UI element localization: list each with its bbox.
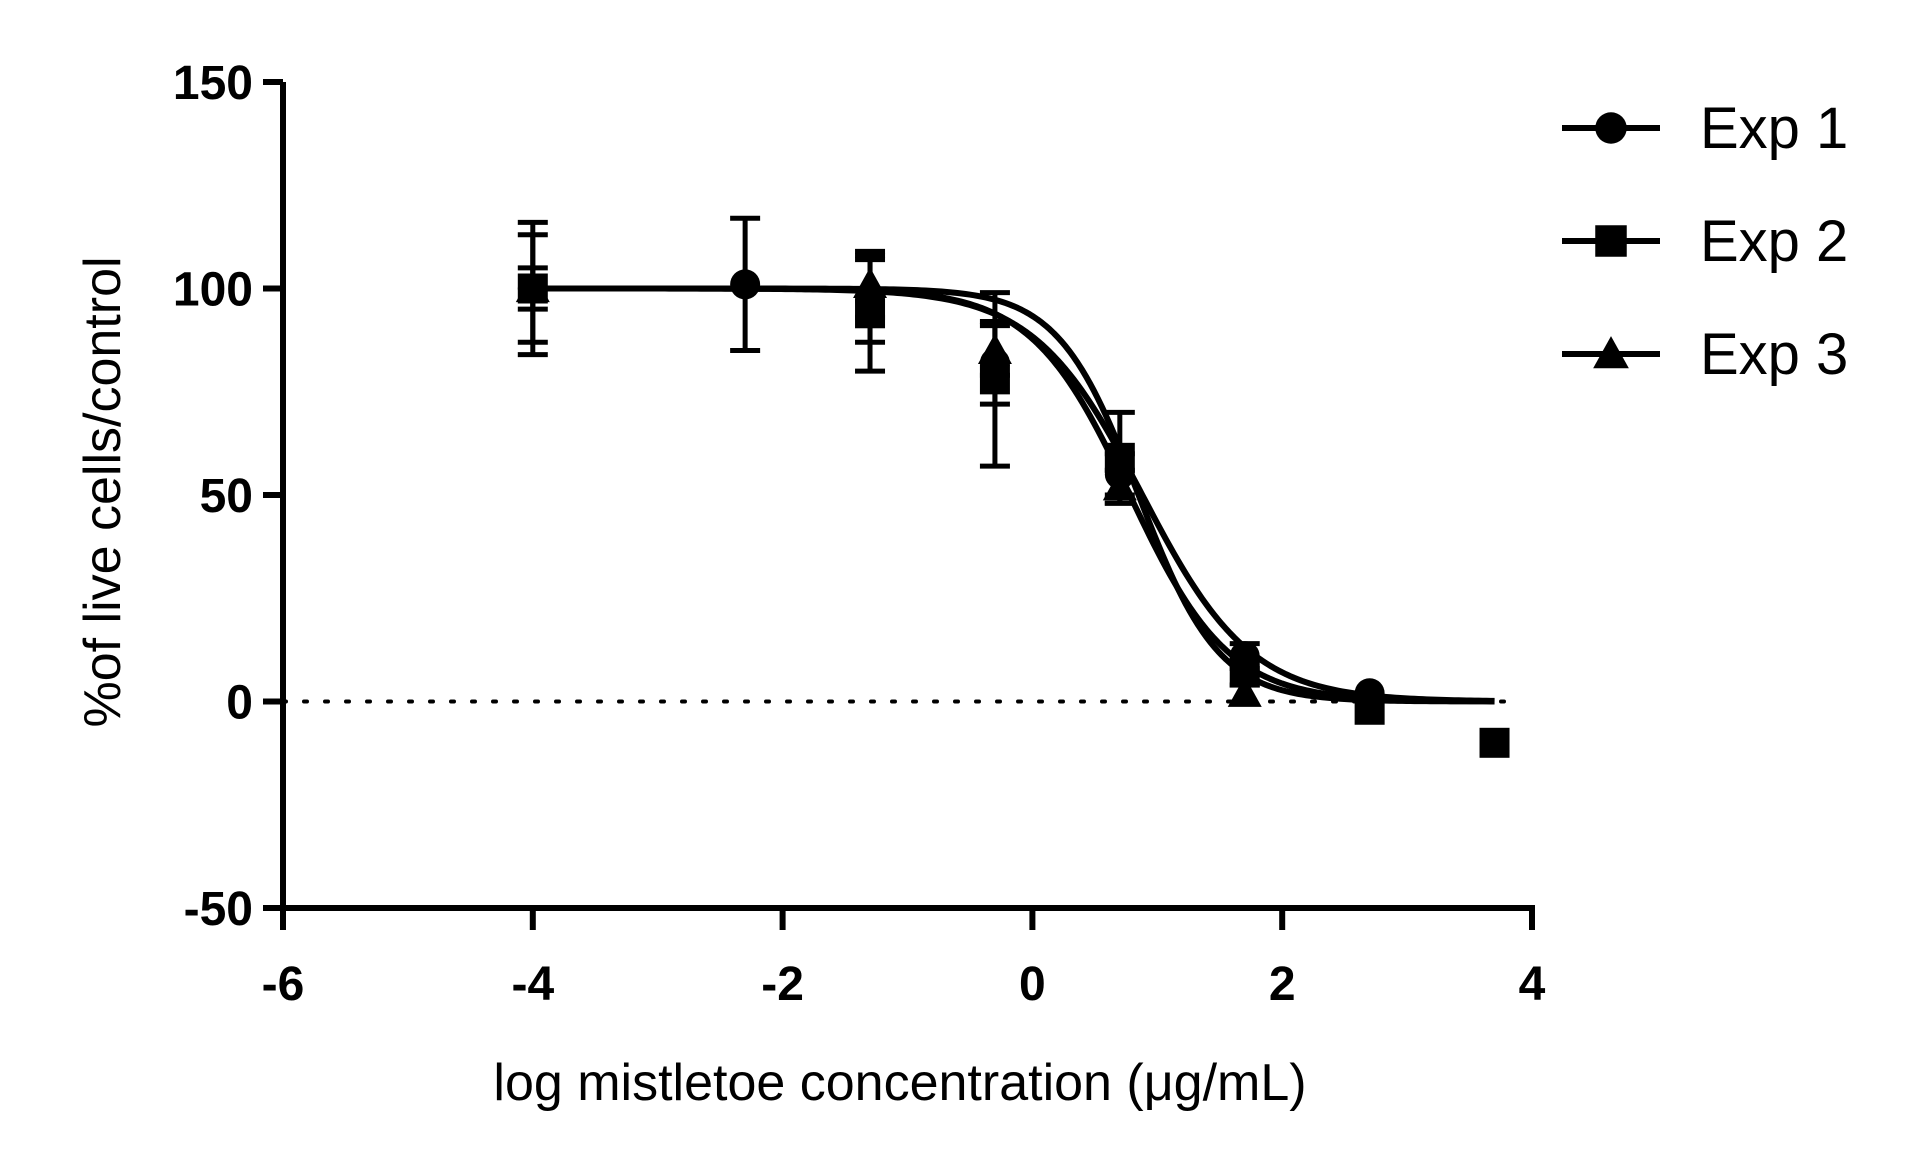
fit-curve-exp-3 xyxy=(532,285,1495,705)
x-tick-label: -2 xyxy=(761,958,804,1011)
data-point-exp-2 xyxy=(1354,694,1385,725)
x-tick-label: -4 xyxy=(511,958,554,1011)
legend-marker-exp-2 xyxy=(1595,225,1627,257)
x-tick-label: 4 xyxy=(1519,958,1546,1011)
legend-marker-exp-3 xyxy=(1593,336,1629,369)
legend-label-exp-2: Exp 2 xyxy=(1700,209,1848,274)
data-point-exp-2 xyxy=(979,364,1010,395)
data-point-exp-3 xyxy=(1227,676,1262,707)
fit-curve-exp-2 xyxy=(532,285,1495,705)
x-tick-label: -6 xyxy=(262,958,305,1011)
y-tick-label: 50 xyxy=(200,470,253,523)
y-tick-label: -50 xyxy=(184,883,253,936)
data-point-exp-2 xyxy=(1104,442,1135,473)
legend-label-exp-1: Exp 1 xyxy=(1700,96,1848,161)
y-tick-label: 100 xyxy=(173,264,253,317)
data-point-exp-3 xyxy=(853,267,888,298)
data-point-exp-1 xyxy=(730,269,761,300)
data-point-exp-3 xyxy=(977,333,1012,365)
x-axis-title: log mistletoe concentration (μg/mL) xyxy=(493,1054,1306,1112)
y-axis-title: %of live cells/control xyxy=(74,256,132,727)
legend-marker-exp-1 xyxy=(1595,112,1627,144)
data-point-exp-2 xyxy=(1479,727,1510,758)
data-point-exp-3 xyxy=(515,271,550,303)
x-tick-label: 0 xyxy=(1019,958,1046,1011)
fit-curve-exp-1 xyxy=(532,285,1495,704)
y-tick-label: 150 xyxy=(173,57,253,110)
data-point-exp-3 xyxy=(1102,469,1137,501)
y-tick-label: 0 xyxy=(226,677,253,730)
legend-label-exp-3: Exp 3 xyxy=(1700,322,1848,387)
data-point-exp-2 xyxy=(855,298,886,329)
x-tick-label: 2 xyxy=(1269,958,1296,1011)
